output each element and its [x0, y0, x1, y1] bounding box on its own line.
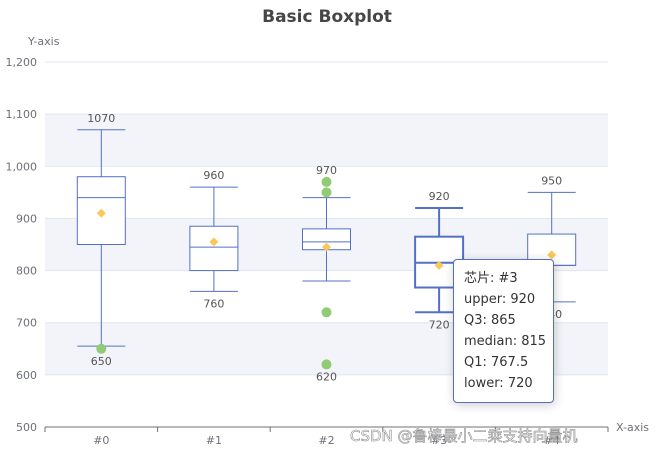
y-tick-label: 700: [16, 317, 37, 330]
y-tick-label: 900: [16, 212, 37, 225]
x-tick-label: #1: [206, 434, 222, 447]
mean-marker: [434, 260, 444, 270]
outlier-point: [321, 176, 332, 187]
outlier-point: [321, 307, 332, 318]
x-tick-label: #2: [318, 434, 334, 447]
boxplot-box: [189, 186, 239, 292]
x-axis: #0 #1 #2 #3 #4: [44, 426, 609, 447]
mean-markers: [96, 208, 557, 270]
outlier-point: [321, 359, 332, 370]
mean-marker: [96, 208, 106, 218]
chart-title: Basic Boxplot: [262, 7, 392, 27]
y-tick-label: 1,200: [6, 56, 38, 69]
value-label: 620: [316, 370, 337, 383]
tooltip-line-q1: Q1: 767.5: [464, 355, 529, 370]
mean-marker: [209, 237, 219, 247]
y-tick-label: 1,000: [6, 160, 38, 173]
value-label: 650: [91, 355, 112, 368]
boxplot-box: [302, 197, 351, 282]
value-label: 970: [316, 164, 337, 177]
watermark-text: CSDN @鲁棒最小二乘支持向量机: [350, 427, 578, 445]
value-label: 760: [203, 297, 224, 310]
x-tick-label: #0: [93, 434, 109, 447]
value-label: 720: [429, 318, 450, 331]
y-tick-label: 500: [16, 421, 37, 434]
x-axis-name: X-axis: [616, 421, 649, 434]
outlier-point: [321, 187, 332, 198]
y-tick-label: 1,100: [6, 108, 38, 121]
background-band: [45, 114, 608, 167]
tooltip: 芯片: #3 upper: 920 Q3: 865 median: 815 Q1…: [453, 259, 554, 403]
tooltip-line-upper: upper: 920: [464, 292, 536, 307]
mean-marker: [322, 242, 331, 252]
value-label: 920: [429, 190, 450, 203]
y-tick-label: 800: [16, 265, 37, 278]
y-axis-name: Y-axis: [27, 35, 60, 48]
tooltip-line-category: 芯片: #3: [464, 271, 518, 286]
y-tick-label: 600: [16, 369, 37, 382]
value-label: 960: [203, 169, 224, 182]
mean-marker: [547, 250, 557, 260]
x-tick-label: #4: [544, 434, 560, 447]
tooltip-line-q3: Q3: 865: [464, 313, 516, 328]
x-tick-label: #3: [431, 434, 447, 447]
outlier-series: [96, 176, 332, 370]
outlier-point: [96, 343, 107, 354]
tooltip-line-median: median: 815: [464, 334, 547, 349]
y-axis-ticks: 500 600 700 800 900 1,000 1,100 1,200: [6, 56, 38, 434]
value-label: 950: [541, 174, 562, 187]
box-body: [189, 225, 239, 272]
tooltip-line-lower: lower: 720: [464, 376, 533, 391]
value-label: 1070: [87, 112, 115, 125]
